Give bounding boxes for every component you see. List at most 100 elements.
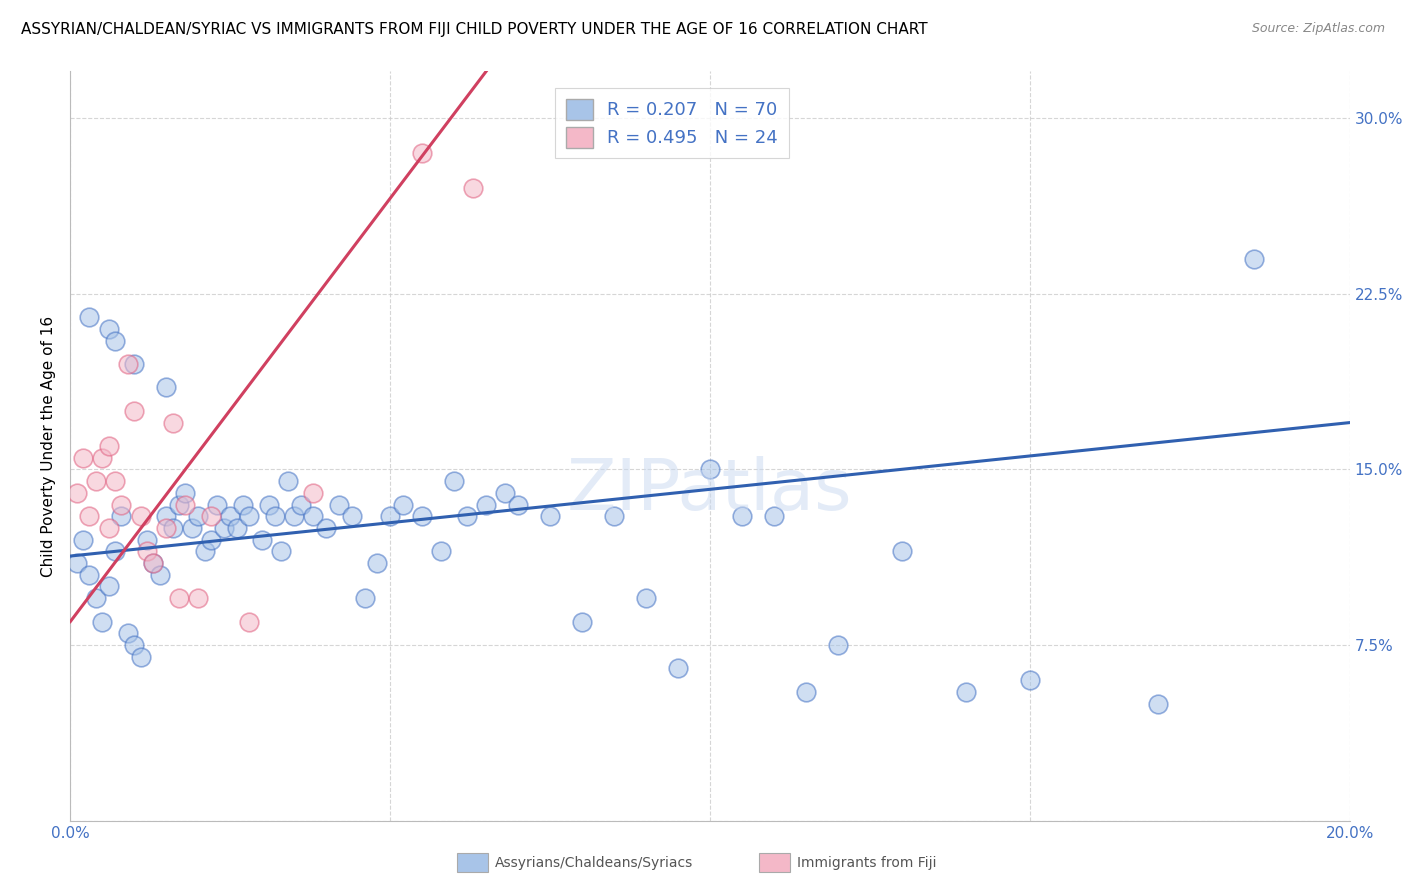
Text: Source: ZipAtlas.com: Source: ZipAtlas.com [1251,22,1385,36]
Bar [759,853,790,872]
Point [200,509,222,524]
Point [110,498,132,512]
Point [366,556,388,570]
Legend: R = 0.207   N = 70, R = 0.495   N = 24: R = 0.207 N = 70, R = 0.495 N = 24 [555,88,789,159]
Point [180,521,202,535]
Point [506,498,529,512]
Point [117,626,139,640]
Point [238,509,260,524]
Point [72,450,94,465]
Text: ZIPatlas: ZIPatlas [567,457,853,525]
Point [955,685,977,699]
Point [603,509,626,524]
Point [155,509,177,524]
Point [430,544,453,558]
Point [283,509,305,524]
Point [66,485,89,500]
Point [129,649,152,664]
Point [315,521,337,535]
Point [124,638,146,652]
Point [666,661,689,675]
Point [104,474,127,488]
Point [97,322,120,336]
Point [167,498,190,512]
Point [142,556,165,570]
Point [380,509,402,524]
Point [117,357,139,371]
Point [84,474,107,488]
Point [84,591,107,606]
Point [136,544,159,558]
Point [290,498,312,512]
Point [97,580,120,594]
Point [174,485,197,500]
Point [104,334,127,348]
Point [634,591,657,606]
Point [72,533,94,547]
Point [232,498,254,512]
Point [149,567,172,582]
Point [827,638,849,652]
Point [1243,252,1265,266]
Point [207,498,229,512]
Point [411,146,433,161]
Point [124,404,146,418]
Point [97,439,120,453]
Point [794,685,817,699]
Point [494,485,516,500]
Point [219,509,242,524]
Point [456,509,478,524]
Point [187,591,209,606]
Point [392,498,415,512]
Point [79,567,101,582]
Point [270,544,292,558]
Point [194,544,217,558]
Point [124,357,146,371]
Point [731,509,754,524]
Point [79,310,101,325]
Y-axis label: Child Poverty Under the Age of 16: Child Poverty Under the Age of 16 [41,316,56,576]
Point [110,509,132,524]
Point [538,509,561,524]
Point [411,509,433,524]
Point [225,521,247,535]
Point [340,509,363,524]
Point [142,556,165,570]
Point [129,509,152,524]
Point [238,615,260,629]
Point [91,450,114,465]
Point [463,181,485,195]
Point [1018,673,1040,688]
Point [97,521,120,535]
Point [762,509,785,524]
Point [91,615,114,629]
Point [264,509,287,524]
Point [302,509,325,524]
Point [66,556,89,570]
Text: Assyrians/Chaldeans/Syriacs: Assyrians/Chaldeans/Syriacs [495,855,693,870]
Bar [457,853,488,872]
Point [302,485,325,500]
Point [328,498,350,512]
Point [891,544,914,558]
Point [250,533,273,547]
Point [699,462,721,476]
Point [187,509,209,524]
Point [571,615,593,629]
Point [162,416,184,430]
Point [200,533,222,547]
Point [155,521,177,535]
Point [167,591,190,606]
Point [162,521,184,535]
Text: ASSYRIAN/CHALDEAN/SYRIAC VS IMMIGRANTS FROM FIJI CHILD POVERTY UNDER THE AGE OF : ASSYRIAN/CHALDEAN/SYRIAC VS IMMIGRANTS F… [21,22,928,37]
Point [1147,697,1170,711]
Point [174,498,197,512]
Point [475,498,498,512]
Point [155,380,177,394]
Point [104,544,127,558]
Point [79,509,101,524]
Point [136,533,159,547]
Point [443,474,465,488]
Point [257,498,280,512]
Point [353,591,375,606]
